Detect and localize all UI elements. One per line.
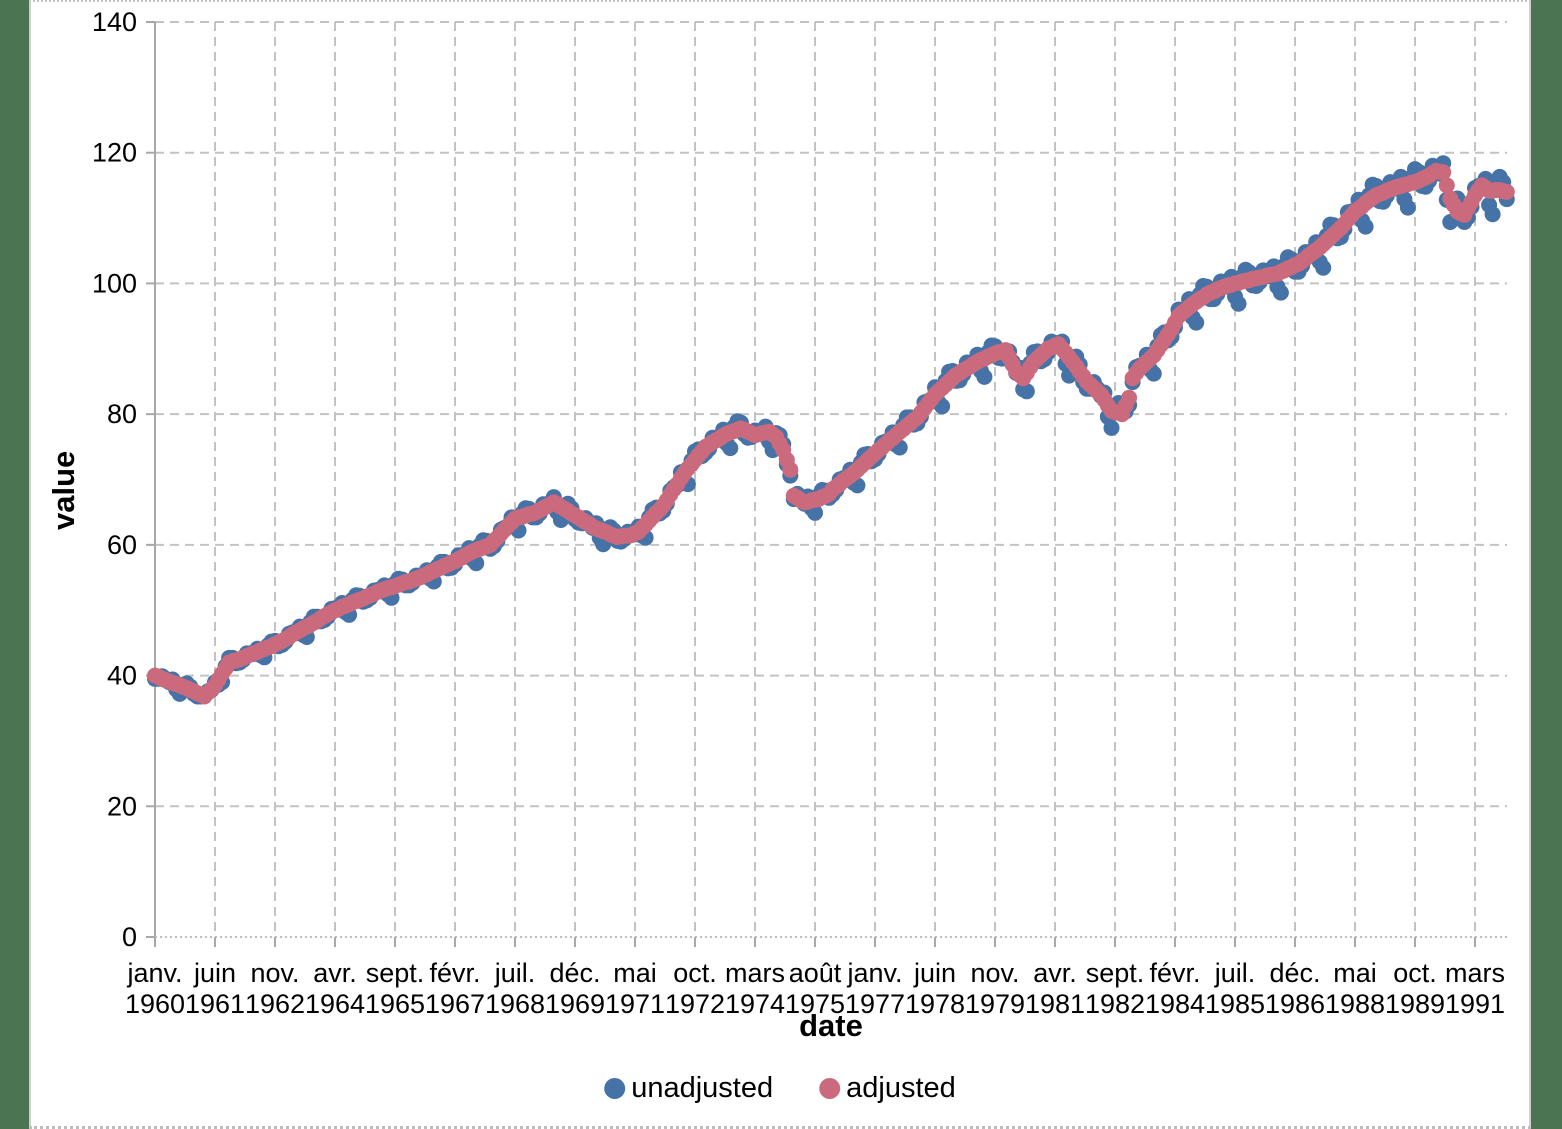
x-axis-title[interactable]: date <box>799 1008 863 1043</box>
svg-text:20: 20 <box>107 791 137 821</box>
chart-legend: unadjusted adjusted <box>604 1072 956 1105</box>
y-tick-labels: 0 20 40 60 80 100 120 140 <box>92 7 137 952</box>
svg-text:juil.1985: juil. 1985 <box>1205 958 1265 1019</box>
svg-text:100: 100 <box>92 268 137 298</box>
unadjusted-series-marker-icon <box>604 1078 626 1099</box>
legend-item-unadjusted[interactable]: unadjusted <box>604 1072 773 1105</box>
svg-text:avr.1981: avr. 1981 <box>1025 958 1085 1019</box>
svg-text:déc.1969: déc. 1969 <box>545 958 605 1019</box>
svg-text:avr.1964: avr. 1964 <box>305 958 365 1019</box>
adjusted-series-marker-icon <box>819 1078 841 1099</box>
svg-text:janv.1960: janv. 1960 <box>125 958 185 1019</box>
chart-sheet <box>29 0 1531 1129</box>
svg-text:oct.1972: oct. 1972 <box>665 958 725 1019</box>
window-margin-left <box>0 0 29 1129</box>
svg-text:juil.1968: juil. 1968 <box>485 958 545 1019</box>
axes[interactable] <box>146 21 1507 947</box>
series-adjusted[interactable] <box>147 163 1515 705</box>
svg-text:sept.1965: sept. 1965 <box>365 958 425 1019</box>
svg-text:sept.1982: sept. 1982 <box>1085 958 1145 1019</box>
svg-text:80: 80 <box>107 399 137 429</box>
svg-text:févr.1967: févr. 1967 <box>425 958 485 1019</box>
svg-text:120: 120 <box>92 138 137 168</box>
svg-text:nov.1979: nov. 1979 <box>965 958 1025 1019</box>
gridlines <box>155 21 1507 937</box>
svg-text:140: 140 <box>92 7 137 37</box>
svg-text:0: 0 <box>122 922 137 952</box>
y-axis-title[interactable]: value <box>46 450 81 530</box>
series-unadjusted[interactable] <box>147 155 1515 705</box>
legend-item-adjusted[interactable]: adjusted <box>819 1072 956 1105</box>
svg-text:40: 40 <box>107 661 137 691</box>
svg-text:févr.1984: févr. 1984 <box>1145 958 1205 1019</box>
svg-text:janv.1977: janv. 1977 <box>845 958 905 1019</box>
svg-text:oct.1989: oct. 1989 <box>1385 958 1445 1019</box>
legend-label-adjusted: adjusted <box>846 1072 956 1104</box>
legend-label-unadjusted: unadjusted <box>631 1072 774 1104</box>
svg-text:déc.1986: déc. 1986 <box>1265 958 1325 1019</box>
window-margin-right <box>1531 0 1562 1129</box>
svg-text:60: 60 <box>107 530 137 560</box>
svg-text:nov.1962: nov. 1962 <box>245 958 305 1019</box>
